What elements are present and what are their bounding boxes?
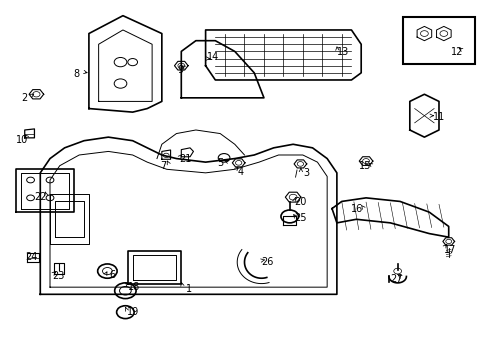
Text: 18: 18 — [127, 282, 140, 292]
Text: 3: 3 — [303, 168, 309, 178]
Text: 2: 2 — [21, 93, 28, 103]
Text: 20: 20 — [294, 197, 306, 207]
Text: 17: 17 — [443, 245, 455, 255]
Text: 16: 16 — [350, 204, 363, 214]
Text: 7: 7 — [160, 161, 165, 171]
Text: 13: 13 — [336, 47, 348, 57]
Text: 19: 19 — [126, 307, 139, 317]
Text: 23: 23 — [53, 271, 65, 281]
Text: 8: 8 — [74, 68, 80, 78]
Text: 4: 4 — [238, 167, 244, 177]
Text: 22: 22 — [34, 192, 46, 202]
FancyBboxPatch shape — [402, 18, 474, 64]
Text: 21: 21 — [179, 154, 191, 164]
Text: 9: 9 — [177, 65, 183, 75]
Text: 5: 5 — [217, 158, 223, 168]
Text: 1: 1 — [185, 284, 191, 294]
Text: 6: 6 — [109, 270, 115, 280]
Text: 26: 26 — [261, 257, 273, 267]
Text: 15: 15 — [358, 161, 370, 171]
Text: 11: 11 — [432, 112, 444, 122]
Text: 10: 10 — [16, 135, 28, 145]
Text: 14: 14 — [206, 52, 219, 62]
Text: 27: 27 — [389, 274, 402, 284]
Text: 25: 25 — [294, 212, 306, 222]
Text: 12: 12 — [450, 47, 462, 57]
Text: 24: 24 — [25, 252, 38, 262]
